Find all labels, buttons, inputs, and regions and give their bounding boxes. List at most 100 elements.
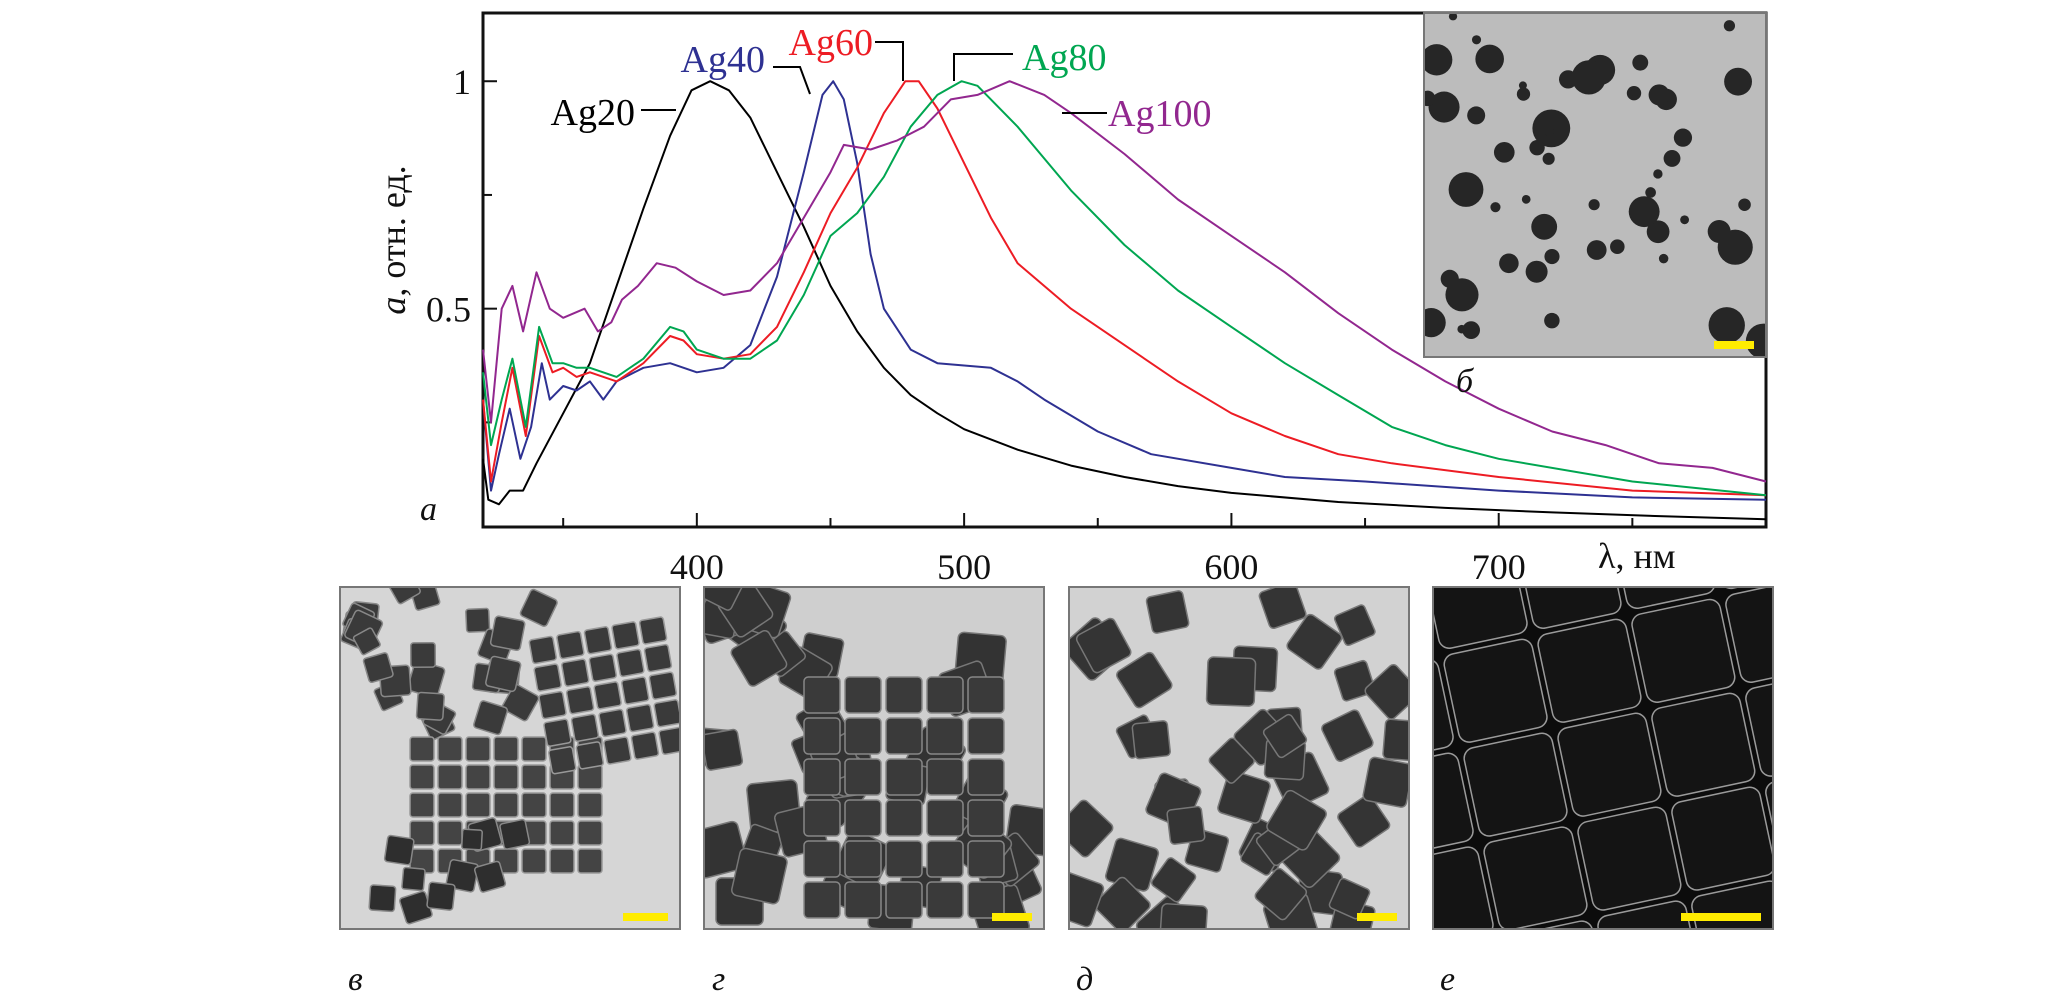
nanocube [1333, 604, 1376, 647]
nanocube [844, 881, 882, 919]
nanocube [1362, 756, 1409, 808]
nanoparticle [1738, 198, 1751, 212]
series-line-ag80 [482, 80, 1767, 497]
nanocube [1408, 939, 1515, 1004]
nanocube [561, 658, 590, 687]
nanocube [1433, 658, 1454, 763]
nanocube [1483, 826, 1588, 929]
nanoparticle [1490, 202, 1501, 213]
nanocube [577, 792, 603, 818]
nanocube [1093, 876, 1151, 929]
nanocube [1254, 867, 1308, 921]
nanocube [648, 671, 678, 700]
panel-label-d: д [1076, 961, 1093, 998]
micrograph-frame [1423, 12, 1767, 358]
nanoparticle [1724, 67, 1752, 96]
nanoparticle [1424, 44, 1453, 76]
nanocube [885, 840, 923, 878]
nanocube [501, 683, 540, 722]
nanoparticle [1648, 84, 1670, 106]
y-tick-label: 0.5 [426, 290, 471, 330]
nanocube [1577, 806, 1682, 911]
nanoparticle [1653, 169, 1663, 179]
nanocube [1217, 770, 1271, 824]
nanoparticle [1529, 139, 1545, 156]
x-tick-label: 500 [937, 547, 991, 587]
nanocube [730, 629, 788, 687]
nanocube [521, 736, 547, 762]
nanocube [1069, 870, 1105, 928]
nanoparticle [1663, 149, 1681, 167]
nanocube [967, 676, 1005, 714]
nanocube [1433, 846, 1494, 929]
nanoparticle [1542, 152, 1555, 165]
nanocube [885, 758, 923, 796]
nanocube [803, 676, 841, 714]
nanocube [489, 615, 526, 652]
scale-bar [1714, 341, 1754, 349]
nanoparticle [1518, 81, 1527, 90]
nanocube [465, 736, 491, 762]
nanocube [1745, 672, 1773, 777]
nanocube [445, 859, 479, 893]
nanocube [1328, 877, 1371, 920]
nanocube [704, 728, 744, 771]
series-line-ag20 [482, 80, 1767, 521]
nanocube [465, 792, 491, 818]
nanocube [368, 884, 397, 913]
nanoparticle [1586, 240, 1607, 260]
nanocube [731, 847, 788, 905]
legend-ag40: Ag40 [681, 39, 765, 81]
nanocube [1765, 766, 1773, 871]
leader-line-ag40 [773, 66, 811, 95]
nanoparticle [1645, 187, 1656, 198]
nanocube [437, 820, 463, 846]
nanocube [485, 655, 522, 693]
nanocube [967, 881, 1005, 919]
nanocube [926, 676, 964, 714]
nanocube [528, 635, 558, 665]
panel-label-a: а [420, 491, 437, 528]
nanocube [1337, 794, 1391, 848]
nanocube [1433, 752, 1474, 857]
y-axis-label-units: , отн. ед. [373, 165, 413, 296]
nanocube [383, 834, 415, 866]
nanoparticle [1462, 321, 1481, 340]
nanocube [704, 820, 748, 879]
nanocube [583, 626, 613, 655]
x-tick-label: 600 [1204, 547, 1258, 587]
nanocube [437, 764, 463, 790]
nanocube [643, 643, 673, 673]
nanocube [1597, 900, 1702, 929]
micrograph-frame [1432, 586, 1774, 930]
nanoparticle [1467, 106, 1486, 125]
nanoparticle [1471, 35, 1482, 45]
nanocube [437, 792, 463, 818]
nanoparticle [1630, 88, 1639, 97]
nanoparticle [1521, 194, 1531, 204]
leader-line-ag80 [953, 53, 1013, 81]
nanoparticle [1428, 91, 1460, 123]
nanocube [630, 731, 660, 760]
x-tick-label: 400 [670, 547, 724, 587]
nanocube [1611, 587, 1716, 610]
nanocube [621, 676, 650, 705]
nanoparticle [1755, 349, 1766, 357]
nanocube [549, 820, 575, 846]
nanoparticle [1544, 248, 1560, 265]
nanocube [473, 700, 509, 736]
panel-label-e: е [1440, 961, 1455, 998]
nanocube [549, 792, 575, 818]
nanocube [465, 764, 491, 790]
nanocube [1382, 718, 1409, 762]
legend-ag60: Ag60 [789, 22, 873, 64]
nanoparticle [1632, 54, 1649, 71]
nanocube [803, 758, 841, 796]
nanocube [593, 681, 622, 710]
nanocube [616, 648, 645, 678]
y-axis-label-symbol: a [373, 297, 413, 315]
nanocube [521, 848, 547, 874]
nanocube [1463, 732, 1568, 837]
y-axis-label: a, отн. ед. [373, 165, 413, 314]
nanocube [1651, 692, 1756, 797]
